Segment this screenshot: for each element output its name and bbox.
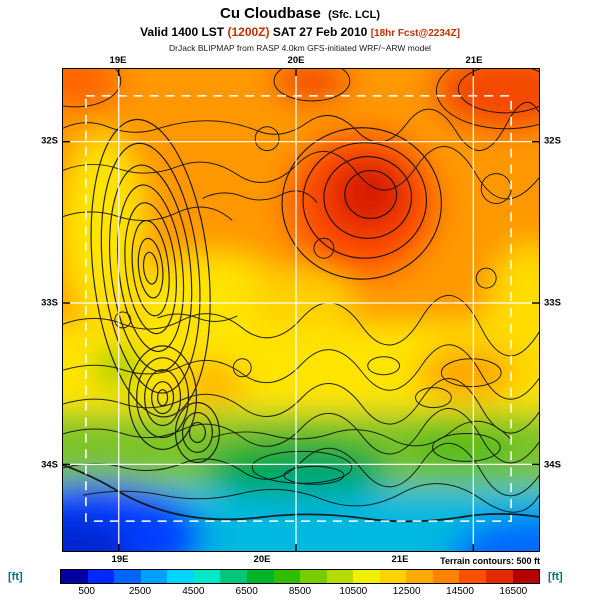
colorbar-segment	[326, 570, 354, 583]
lon-label-bottom-20e: 20E	[253, 554, 271, 565]
colorbar-tick-label: 12500	[392, 586, 421, 597]
colorbar-tick-label: 2500	[128, 586, 152, 597]
colorbar-segment	[379, 570, 407, 583]
contour-lines	[63, 69, 539, 523]
colorbar-segment	[353, 570, 380, 583]
colorbar-tick-label: 8500	[288, 586, 312, 597]
valid-prefix: Valid 1400 LST	[140, 25, 225, 39]
lon-label-top-20e: 20E	[287, 55, 305, 66]
lat-label-left-32s: 32S	[41, 135, 58, 147]
colorbar-segment	[61, 570, 88, 583]
colorbar-segment	[512, 570, 540, 583]
lon-label-top-21e: 21E	[465, 55, 483, 66]
colorbar-segment	[300, 570, 327, 583]
title-main: Cu Cloudbase	[219, 5, 321, 22]
colorbar-segment	[167, 570, 194, 583]
colorbar-segment	[486, 570, 513, 583]
colorbar-tick-label: 500	[78, 586, 95, 597]
colorbar-segment	[193, 570, 221, 583]
lat-label-left-34s: 34S	[41, 459, 58, 471]
colorbar-segment	[87, 570, 115, 583]
colorbar-segment	[459, 570, 486, 583]
valid-zulu: (1200Z)	[227, 25, 270, 39]
lon-label-top-19e: 19E	[109, 55, 127, 66]
valid-date: SAT 27 Feb 2010	[272, 25, 368, 39]
tick-marks	[63, 69, 539, 551]
colorbar-segment	[432, 570, 460, 583]
lat-label-left-33s: 33S	[41, 297, 58, 309]
title-suffix: (Sfc. LCL)	[328, 9, 381, 21]
domain-boundary-rect	[85, 95, 512, 522]
colorbar-tick-label: 6500	[235, 586, 258, 597]
unit-label-right: [ft]	[548, 571, 563, 583]
colorbar-tick-label: 4500	[182, 586, 205, 597]
colorbar-segment	[246, 570, 274, 583]
grid-lines	[63, 69, 539, 551]
map-frame	[62, 68, 540, 552]
unit-label-left: [ft]	[8, 571, 23, 583]
model-info-line: DrJack BLIPMAP from RASP 4.0km GFS-initi…	[169, 43, 431, 53]
page-title: Cu Cloudbase (Sfc. LCL)	[0, 5, 600, 22]
terrain-contours-note: Terrain contours: 500 ft	[440, 556, 540, 566]
lon-label-bottom-19e: 19E	[111, 554, 129, 565]
colorbar-segment	[114, 570, 141, 583]
colorbar-tick-label: 14500	[446, 586, 474, 597]
valid-time-line: Valid 1400 LST (1200Z) SAT 27 Feb 2010 […	[0, 25, 600, 39]
lat-label-right-32s: 32S	[544, 135, 561, 147]
colorbar-segment	[220, 570, 247, 583]
colorbar-segment	[273, 570, 301, 583]
lon-label-bottom-21e: 21E	[391, 554, 409, 565]
colorbar-tick-label: 16500	[499, 586, 528, 597]
forecast-info: [18hr Fcst@2234Z]	[370, 28, 460, 39]
colorbar-labels: 500 2500 4500 6500 8500 10500 12500 14500 16500	[60, 587, 540, 599]
lat-label-right-34s: 34S	[544, 459, 561, 471]
colorbar-segments	[60, 569, 540, 584]
colorbar-segment	[406, 570, 433, 583]
colorbar-segment	[140, 570, 168, 583]
lat-label-right-33s: 33S	[544, 297, 561, 309]
colorbar-tick-label: 10500	[339, 586, 368, 597]
cloudbase-field-map	[63, 69, 539, 551]
